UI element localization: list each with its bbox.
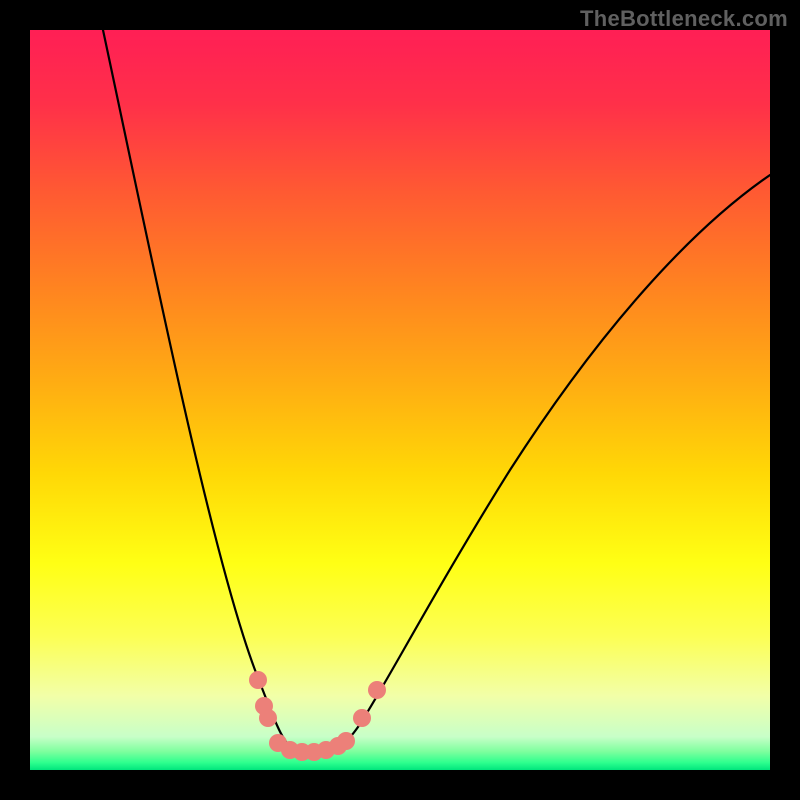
- chart-container: TheBottleneck.com: [0, 0, 800, 800]
- watermark-label: TheBottleneck.com: [580, 6, 788, 32]
- plot-area: [30, 30, 770, 770]
- plot-svg: [30, 30, 770, 770]
- background-rect: [30, 30, 770, 770]
- marker-point: [259, 709, 277, 727]
- marker-point: [249, 671, 267, 689]
- marker-point: [353, 709, 371, 727]
- marker-point: [337, 732, 355, 750]
- marker-point: [368, 681, 386, 699]
